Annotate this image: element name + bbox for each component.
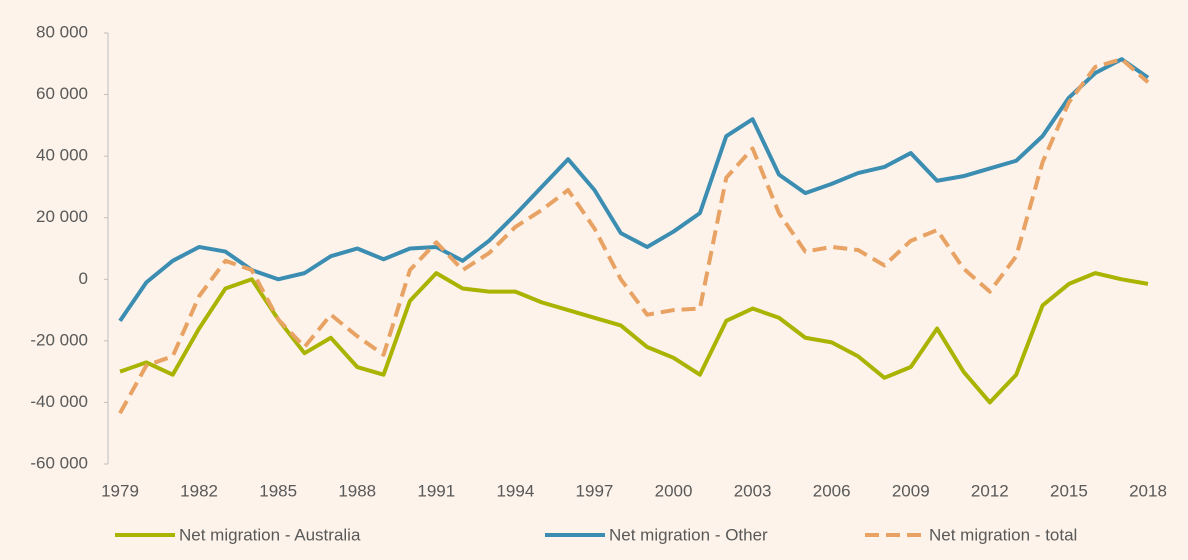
y-tick-label: 40 000 — [36, 146, 88, 165]
x-tick-label: 1985 — [259, 481, 297, 500]
x-tick-label: 2006 — [813, 481, 851, 500]
series-line — [118, 57, 1150, 322]
y-tick-label: 60 000 — [36, 84, 88, 103]
y-tick-label: -20 000 — [30, 330, 88, 349]
x-tick-label: 1979 — [101, 481, 139, 500]
legend-label: Net migration - total — [929, 525, 1077, 544]
plot-background — [8, 8, 1180, 552]
x-tick-label: 2009 — [892, 481, 930, 500]
y-tick-label: -40 000 — [30, 392, 88, 411]
x-tick-label: 1991 — [417, 481, 455, 500]
x-tick-label: 1988 — [338, 481, 376, 500]
x-tick-label: 1997 — [576, 481, 614, 500]
y-tick-label: -60 000 — [30, 453, 88, 472]
series-line — [119, 271, 1149, 405]
x-tick-label: 2012 — [971, 481, 1009, 500]
y-tick-label: 80 000 — [36, 22, 88, 41]
y-tick-label: 20 000 — [36, 207, 88, 226]
y-tick-label: 0 — [79, 269, 88, 288]
x-tick-label: 2000 — [655, 481, 693, 500]
x-tick-label: 1982 — [180, 481, 218, 500]
x-tick-label: 1994 — [496, 481, 534, 500]
x-tick-label: 2015 — [1050, 481, 1088, 500]
legend-label: Net migration - Other — [609, 525, 768, 544]
series-line — [118, 57, 1150, 415]
x-tick-label: 2018 — [1129, 481, 1167, 500]
x-tick-label: 2003 — [734, 481, 772, 500]
legend-label: Net migration - Australia — [179, 525, 361, 544]
